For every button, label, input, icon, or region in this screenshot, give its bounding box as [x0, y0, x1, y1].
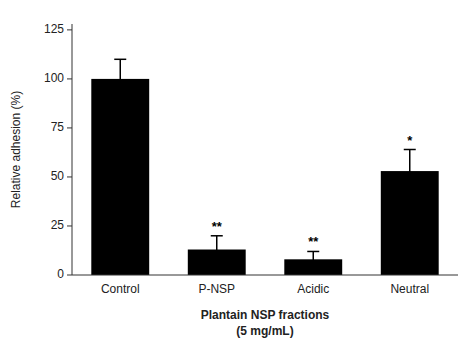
error-cap — [114, 98, 126, 100]
error-cap — [404, 149, 416, 151]
error-bar — [404, 150, 416, 193]
y-tick-label: 125 — [44, 22, 64, 36]
bar — [91, 79, 149, 275]
x-tick-label: Acidic — [297, 282, 329, 296]
error-cap — [404, 192, 416, 194]
error-cap — [307, 251, 319, 253]
x-tick-label: Neutral — [390, 282, 429, 296]
error-line — [216, 236, 218, 263]
chart-container: *****0255075100125Relative adhesion (%)C… — [0, 0, 474, 353]
error-bar — [114, 59, 126, 98]
x-tick-label: Control — [101, 282, 140, 296]
y-tick-label: 100 — [44, 71, 64, 85]
error-cap — [307, 266, 319, 268]
y-tick — [67, 78, 72, 79]
y-tick-label: 25 — [51, 218, 65, 232]
error-cap — [211, 235, 223, 237]
x-axis-line — [72, 275, 458, 276]
significance-label: * — [407, 133, 413, 148]
error-line — [313, 251, 315, 267]
error-line — [120, 59, 122, 98]
x-tick-label: P-NSP — [198, 282, 235, 296]
y-tick — [67, 275, 72, 276]
error-cap — [114, 59, 126, 61]
y-axis: 0 25 50 75 100 125 — [44, 22, 72, 281]
y-tick-label: 0 — [57, 267, 64, 281]
significance-label: ** — [308, 234, 319, 249]
x-axis: Control P-NSP Acidic Neutral — [72, 275, 458, 296]
x-axis-label: (5 mg/mL) — [236, 324, 293, 338]
error-line — [409, 150, 411, 193]
y-tick — [67, 29, 72, 30]
y-axis-label: Relative adhesion (%) — [9, 91, 23, 208]
y-tick — [67, 176, 72, 177]
error-bar — [307, 251, 319, 267]
significance-label: ** — [212, 219, 223, 234]
x-axis-label: Plantain NSP fractions — [201, 308, 330, 322]
y-tick — [67, 225, 72, 226]
plot-area — [91, 59, 438, 275]
y-axis-line — [72, 24, 73, 275]
chart-svg: *****0255075100125Relative adhesion (%)C… — [0, 0, 474, 353]
error-cap — [211, 262, 223, 264]
y-tick — [67, 127, 72, 128]
y-tick-label: 75 — [51, 120, 65, 134]
error-bar — [211, 236, 223, 263]
y-tick-label: 50 — [51, 169, 65, 183]
